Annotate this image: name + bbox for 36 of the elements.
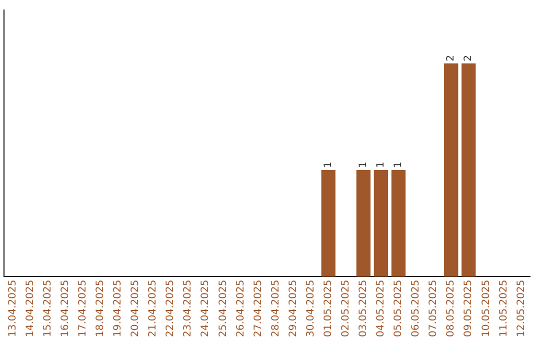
x-tick-label: 19.04.2025	[112, 280, 124, 338]
data-label: 1	[358, 162, 370, 168]
data-label: 1	[322, 162, 334, 168]
x-tick-label: 30.04.2025	[305, 280, 316, 338]
x-tick-label: 01.05.2025	[322, 280, 334, 338]
data-label: 1	[393, 162, 404, 168]
data-label: 2	[463, 54, 474, 62]
x-tick-label: 25.04.2025	[218, 280, 229, 338]
x-tick-label: 16.04.2025	[60, 280, 71, 338]
x-tick-label: 02.05.2025	[340, 280, 352, 338]
x-tick-label: 06.05.2025	[410, 280, 422, 338]
x-tick-label: 26.04.2025	[235, 280, 246, 338]
x-tick-label: 13.04.2025	[7, 280, 18, 338]
x-tick-label: 09.05.2025	[463, 280, 474, 338]
x-tick-label: 17.04.2025	[77, 280, 88, 338]
x-tick-label: 18.04.2025	[95, 280, 106, 338]
data-label: 1	[376, 162, 387, 168]
x-tick-label: 08.05.2025	[446, 280, 457, 338]
data-label: 2	[446, 54, 457, 62]
x-tick-label: 20.04.2025	[130, 280, 142, 338]
x-tick-label: 03.05.2025	[358, 280, 370, 338]
x-tick-label: 07.05.2025	[428, 280, 440, 338]
x-tick-label: 05.05.2025	[393, 280, 404, 338]
x-tick-label: 10.05.2025	[480, 280, 492, 338]
x-tick-label: 24.04.2025	[200, 280, 212, 338]
x-tick-label: 29.04.2025	[288, 280, 299, 338]
x-tick-label: 23.04.2025	[182, 280, 194, 338]
x-tick-label: 21.04.2025	[148, 280, 159, 338]
x-tick-label: 12.05.2025	[516, 280, 527, 338]
x-tick-label: 28.04.2025	[270, 280, 282, 338]
x-tick-label: 14.04.2025	[24, 280, 36, 338]
x-tick-label: 15.04.2025	[42, 280, 54, 338]
x-tick-label: 27.04.2025	[252, 280, 264, 338]
x-tick-label: 22.04.2025	[165, 280, 176, 338]
x-tick-label: 11.05.2025	[498, 280, 510, 338]
x-tick-label: 04.05.2025	[376, 280, 387, 338]
